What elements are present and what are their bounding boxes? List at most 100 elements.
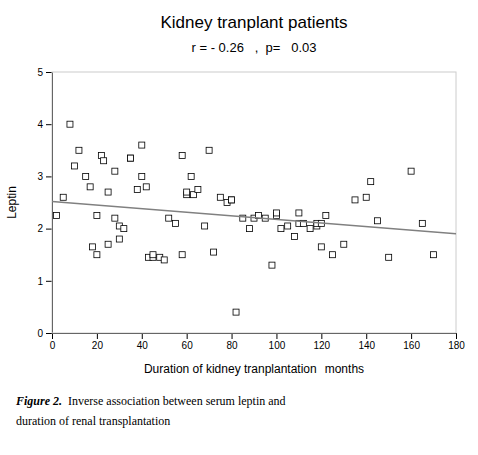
caption-label: Figure 2. bbox=[15, 394, 62, 408]
tick: 1 bbox=[37, 276, 52, 287]
subtitle: r = - 0.26 , p= 0.03 bbox=[191, 40, 316, 55]
point bbox=[229, 197, 235, 203]
point bbox=[202, 223, 208, 229]
title: Kidney tranplant patients bbox=[160, 13, 347, 32]
point bbox=[83, 173, 89, 179]
point bbox=[408, 168, 414, 174]
tick-mark bbox=[46, 333, 52, 334]
tick: 80 bbox=[226, 333, 238, 351]
point bbox=[143, 184, 149, 190]
point bbox=[134, 186, 140, 192]
point bbox=[179, 252, 185, 258]
point bbox=[217, 194, 223, 200]
tick-mark bbox=[276, 333, 277, 339]
point bbox=[291, 233, 297, 239]
caption: Inverse association between serum leptin… bbox=[68, 394, 286, 408]
plot: 0 20 40 60 80 100 120 140 160 180 0 1 2 3 4 5 bbox=[37, 67, 465, 351]
points bbox=[53, 121, 436, 315]
point bbox=[67, 121, 73, 127]
tick: 40 bbox=[137, 333, 149, 351]
point bbox=[112, 168, 118, 174]
point bbox=[368, 179, 374, 185]
tick: 140 bbox=[358, 333, 375, 351]
point bbox=[269, 262, 275, 268]
y-axis: 0 1 2 3 4 5 bbox=[37, 67, 52, 339]
point bbox=[273, 210, 279, 216]
point bbox=[101, 158, 107, 164]
point bbox=[296, 210, 302, 216]
point bbox=[229, 197, 235, 203]
point bbox=[341, 241, 347, 247]
tick: 4 bbox=[37, 119, 52, 130]
tick-label: 1 bbox=[37, 276, 43, 287]
point bbox=[352, 197, 358, 203]
tick-mark bbox=[46, 72, 52, 73]
point bbox=[431, 252, 437, 258]
tick: 180 bbox=[448, 333, 465, 351]
tick-mark bbox=[321, 333, 322, 339]
tick: 20 bbox=[92, 333, 104, 351]
chart: Kidney tranplant patients r = - 0.26 , p=… bbox=[0, 0, 478, 455]
tick: 120 bbox=[313, 333, 330, 351]
tick-mark bbox=[232, 333, 233, 339]
point bbox=[307, 226, 313, 232]
tick-mark bbox=[46, 124, 52, 125]
point bbox=[374, 218, 380, 224]
point bbox=[184, 189, 190, 195]
point bbox=[128, 155, 134, 161]
tick: 60 bbox=[182, 333, 194, 351]
tick: 160 bbox=[403, 333, 420, 351]
point bbox=[195, 186, 201, 192]
tick-label: 2 bbox=[37, 223, 43, 234]
tick-mark bbox=[97, 333, 98, 339]
point bbox=[112, 215, 118, 221]
tick-label: 0 bbox=[37, 328, 43, 339]
tick-mark bbox=[411, 333, 412, 339]
tick-label: 0 bbox=[50, 340, 56, 351]
x-axis: 0 20 40 60 80 100 120 140 160 180 bbox=[50, 333, 466, 351]
point bbox=[172, 220, 178, 226]
tick-label: 5 bbox=[37, 67, 43, 78]
point bbox=[419, 220, 425, 226]
point bbox=[206, 147, 212, 153]
tick-label: 60 bbox=[182, 340, 194, 351]
tick: 3 bbox=[37, 171, 52, 182]
tick-label: 4 bbox=[37, 119, 43, 130]
point bbox=[247, 226, 253, 232]
point bbox=[60, 194, 66, 200]
point bbox=[53, 213, 59, 219]
tick-mark bbox=[46, 229, 52, 230]
point bbox=[161, 257, 167, 263]
plot-frame bbox=[52, 72, 456, 333]
point bbox=[188, 173, 194, 179]
tick: 5 bbox=[37, 67, 52, 78]
tick-mark bbox=[46, 281, 52, 282]
tick-mark bbox=[187, 333, 188, 339]
point bbox=[363, 194, 369, 200]
tick: 0 bbox=[50, 333, 56, 351]
tick-label: 180 bbox=[448, 340, 465, 351]
point bbox=[87, 184, 93, 190]
marks bbox=[52, 121, 456, 315]
point bbox=[89, 244, 95, 250]
point bbox=[71, 163, 77, 169]
point bbox=[211, 249, 217, 255]
point bbox=[285, 223, 291, 229]
tick-label: 3 bbox=[37, 171, 43, 182]
point bbox=[166, 215, 172, 221]
tick-label: 120 bbox=[313, 340, 330, 351]
tick-mark bbox=[456, 333, 457, 339]
point bbox=[116, 236, 122, 242]
tick-mark bbox=[46, 176, 52, 177]
tick-label: 20 bbox=[92, 340, 104, 351]
tick-label: 160 bbox=[403, 340, 420, 351]
point bbox=[139, 173, 145, 179]
tick: 100 bbox=[269, 333, 286, 351]
tick-label: 40 bbox=[137, 340, 149, 351]
point bbox=[121, 226, 127, 232]
point bbox=[94, 252, 100, 258]
tick-mark bbox=[366, 333, 367, 339]
tick-label: 140 bbox=[358, 340, 375, 351]
point bbox=[105, 241, 111, 247]
point bbox=[150, 252, 156, 258]
